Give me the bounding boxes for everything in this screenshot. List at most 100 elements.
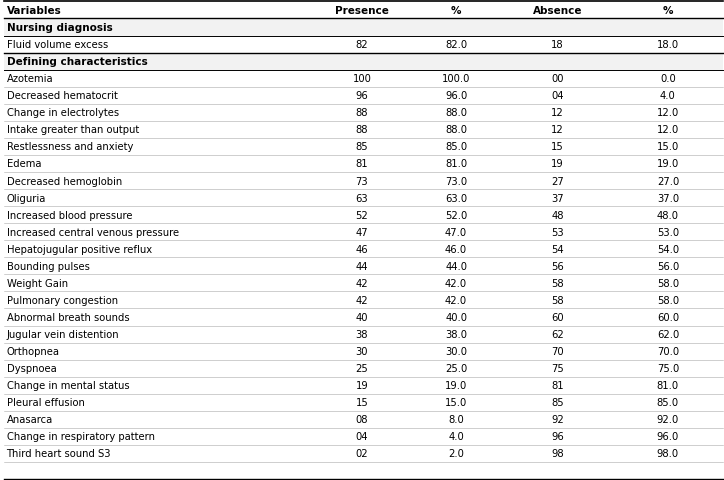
Text: 81.0: 81.0 (445, 159, 467, 169)
Text: 38: 38 (355, 329, 369, 339)
Bar (4, 53, 723, 71)
Text: 02: 02 (355, 448, 369, 458)
Text: Third heart sound S3: Third heart sound S3 (7, 448, 111, 458)
Bar (4, 87, 723, 105)
Bar (4, 394, 723, 411)
Text: 58: 58 (551, 295, 564, 305)
Text: Weight Gain: Weight Gain (7, 278, 67, 288)
Text: 25: 25 (355, 363, 369, 373)
Text: 15.0: 15.0 (445, 397, 467, 408)
Text: 08: 08 (355, 414, 369, 424)
Text: 15: 15 (551, 142, 564, 152)
Text: 82.0: 82.0 (445, 40, 467, 50)
Text: Anasarca: Anasarca (7, 414, 53, 424)
Text: %: % (662, 6, 673, 16)
Text: 52.0: 52.0 (445, 210, 467, 220)
Text: 60: 60 (551, 312, 564, 322)
Text: 19.0: 19.0 (445, 381, 467, 390)
Text: 96.0: 96.0 (445, 91, 467, 101)
Text: Nursing diagnosis: Nursing diagnosis (7, 23, 112, 33)
Text: 40.0: 40.0 (445, 312, 467, 322)
Text: 98.0: 98.0 (657, 448, 679, 458)
Text: 96: 96 (355, 91, 369, 101)
Text: 12: 12 (551, 108, 564, 118)
Text: 37: 37 (551, 193, 564, 203)
Text: 38.0: 38.0 (445, 329, 467, 339)
Text: 0.0: 0.0 (660, 74, 675, 84)
Text: 4.0: 4.0 (660, 91, 675, 101)
Text: Hepatojugular positive reflux: Hepatojugular positive reflux (7, 244, 151, 254)
Bar (4, 190, 723, 207)
Bar (4, 428, 723, 445)
Text: Change in electrolytes: Change in electrolytes (7, 108, 119, 118)
Text: 44.0: 44.0 (445, 261, 467, 271)
Text: 85: 85 (551, 397, 564, 408)
Text: 70: 70 (551, 347, 564, 356)
Bar (4, 224, 723, 240)
Text: Orthopnea: Orthopnea (7, 347, 59, 356)
Text: 96: 96 (551, 432, 564, 442)
Text: 62: 62 (551, 329, 564, 339)
Text: 47: 47 (355, 227, 369, 237)
Text: 92: 92 (551, 414, 564, 424)
Text: Oliguria: Oliguria (7, 193, 46, 203)
Text: 81: 81 (551, 381, 564, 390)
Text: 98: 98 (551, 448, 564, 458)
Text: 12.0: 12.0 (657, 125, 679, 135)
Text: Fluid volume excess: Fluid volume excess (7, 40, 108, 50)
Text: 2.0: 2.0 (448, 448, 464, 458)
Text: Presence: Presence (335, 6, 389, 16)
Text: 37.0: 37.0 (657, 193, 679, 203)
Text: 53.0: 53.0 (657, 227, 679, 237)
Bar (4, 121, 723, 139)
Bar (4, 207, 723, 224)
Text: 62.0: 62.0 (657, 329, 679, 339)
Text: 04: 04 (355, 432, 369, 442)
Text: 48: 48 (551, 210, 564, 220)
Bar (4, 377, 723, 394)
Text: Pulmonary congestion: Pulmonary congestion (7, 295, 117, 305)
Text: 00: 00 (551, 74, 564, 84)
Bar (4, 19, 723, 36)
Bar (4, 105, 723, 121)
Text: 15.0: 15.0 (657, 142, 679, 152)
Text: Increased central venous pressure: Increased central venous pressure (7, 227, 179, 237)
Text: Azotemia: Azotemia (7, 74, 53, 84)
Text: 63.0: 63.0 (445, 193, 467, 203)
Text: 42.0: 42.0 (445, 278, 467, 288)
Text: 27.0: 27.0 (657, 176, 679, 186)
Text: 47.0: 47.0 (445, 227, 467, 237)
Text: 48.0: 48.0 (657, 210, 679, 220)
Bar (4, 71, 723, 87)
Text: 40: 40 (355, 312, 369, 322)
Text: Increased blood pressure: Increased blood pressure (7, 210, 132, 220)
Text: 88.0: 88.0 (445, 125, 467, 135)
Text: 30.0: 30.0 (445, 347, 467, 356)
Bar (4, 139, 723, 156)
Text: Bounding pulses: Bounding pulses (7, 261, 89, 271)
Bar (4, 411, 723, 428)
Text: 30: 30 (355, 347, 369, 356)
Bar (4, 326, 723, 343)
Text: 56.0: 56.0 (657, 261, 679, 271)
Text: 15: 15 (355, 397, 369, 408)
Text: Intake greater than output: Intake greater than output (7, 125, 139, 135)
Text: 56: 56 (551, 261, 564, 271)
Bar (4, 36, 723, 53)
Text: 52: 52 (355, 210, 369, 220)
Text: 12.0: 12.0 (657, 108, 679, 118)
Bar (4, 156, 723, 173)
Text: Absence: Absence (533, 6, 582, 16)
Text: 04: 04 (551, 91, 564, 101)
Text: Edema: Edema (7, 159, 41, 169)
Text: 19.0: 19.0 (657, 159, 679, 169)
Text: 81.0: 81.0 (657, 381, 679, 390)
Text: 42.0: 42.0 (445, 295, 467, 305)
Text: 25.0: 25.0 (445, 363, 467, 373)
Bar (4, 309, 723, 326)
Text: 100.0: 100.0 (442, 74, 471, 84)
Text: 54: 54 (551, 244, 564, 254)
Text: 96.0: 96.0 (657, 432, 679, 442)
Text: 85.0: 85.0 (445, 142, 467, 152)
Bar (4, 2, 723, 19)
